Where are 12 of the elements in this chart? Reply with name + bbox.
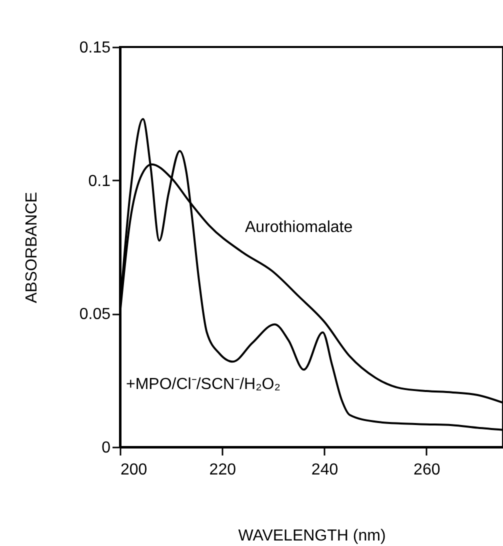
series-label: Aurothiomalate — [245, 219, 353, 236]
y-axis-title: ABSORBANCE — [23, 192, 40, 304]
series-label: +MPO/Cl⁻/SCN⁻/H₂O₂ — [126, 376, 280, 393]
x-tick-label: 240 — [311, 462, 338, 478]
y-tick-label: 0.15 — [79, 40, 111, 56]
y-tick-label: 0.1 — [88, 172, 111, 190]
x-axis-title: WAVELENGTH (nm) — [238, 528, 386, 544]
x-tick-label: 220 — [209, 462, 236, 478]
y-tick-label: 0 — [102, 440, 111, 456]
y-tick-label: 0.05 — [79, 306, 111, 324]
x-tick-label: 200 — [120, 462, 148, 478]
x-tick-label: 260 — [414, 462, 440, 478]
